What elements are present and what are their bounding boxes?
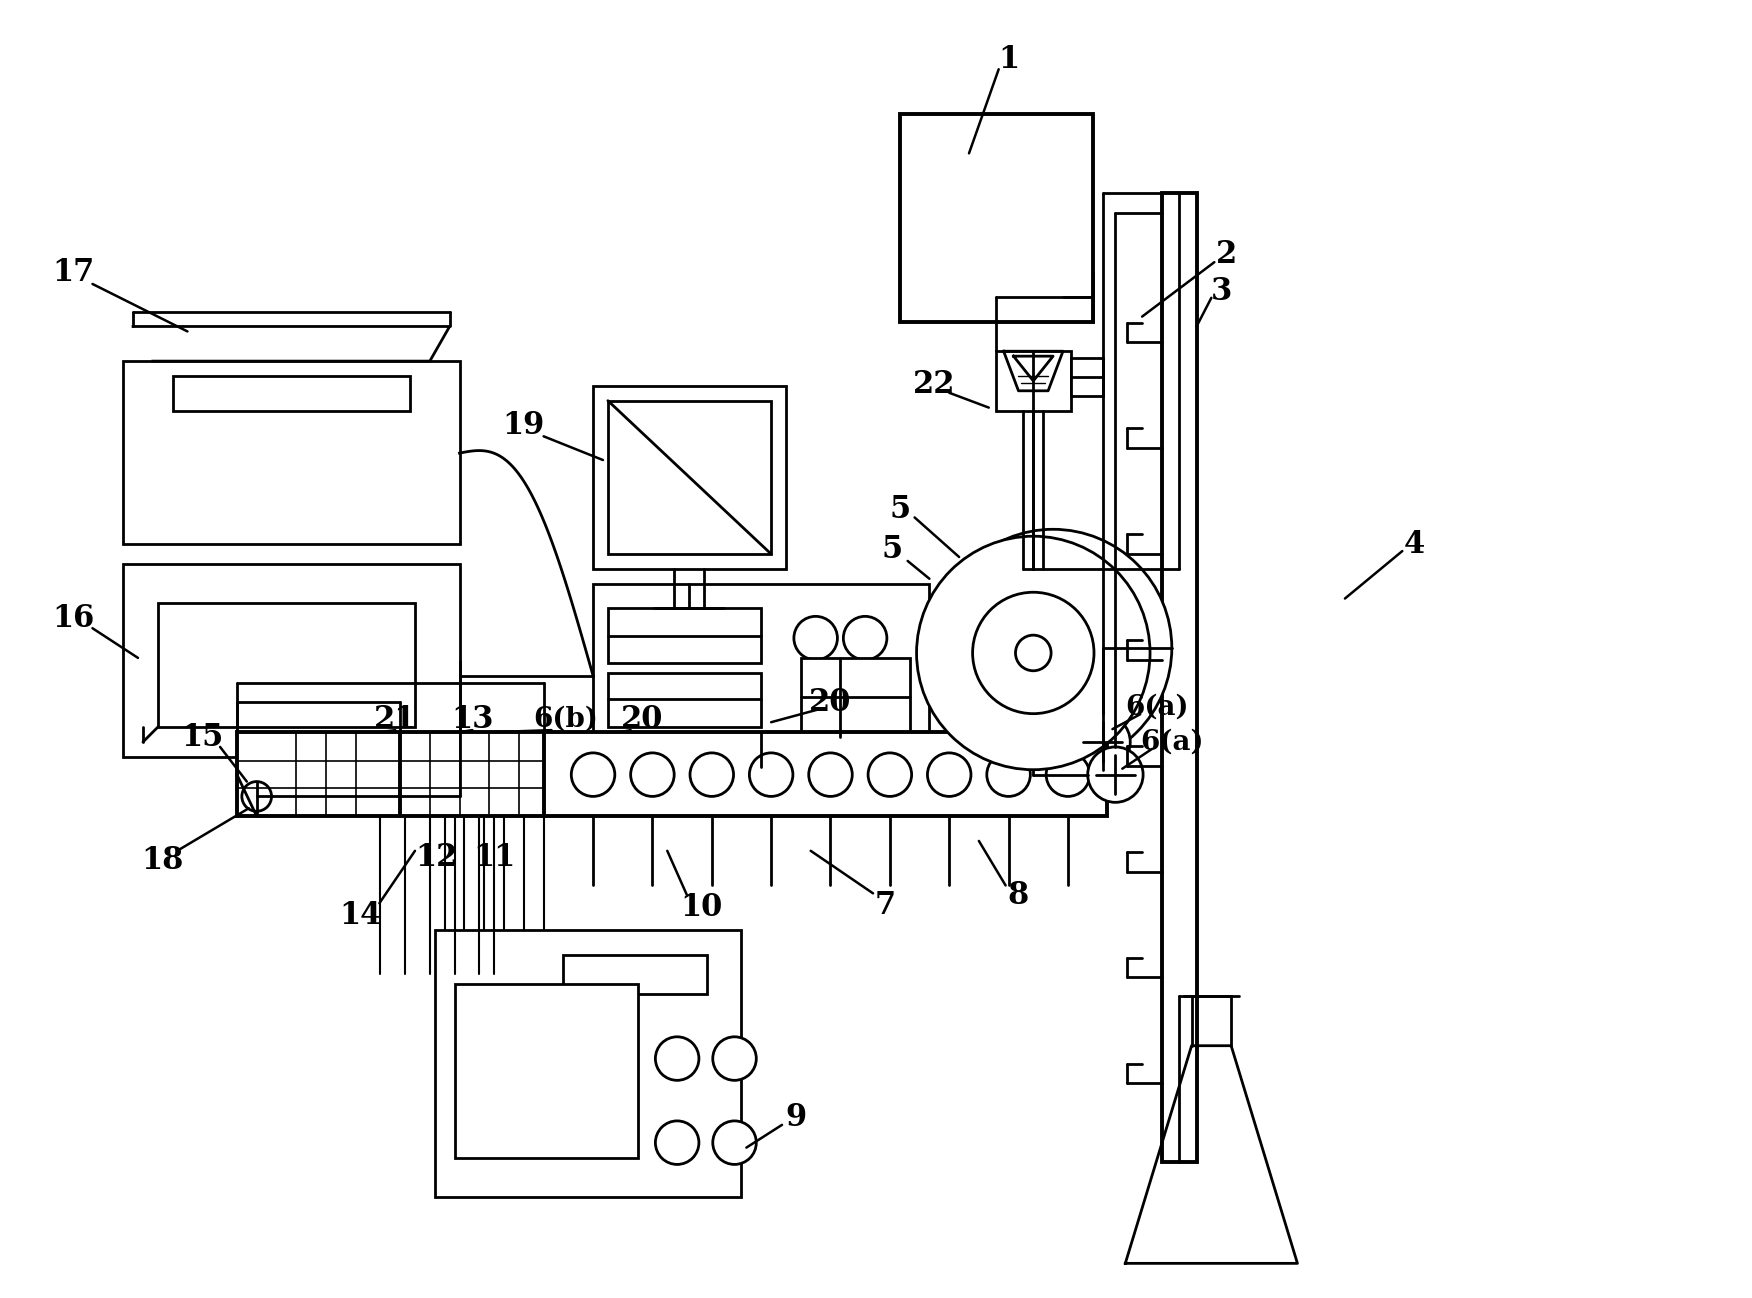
Text: 6(b): 6(b) bbox=[533, 706, 597, 733]
Text: 2: 2 bbox=[1216, 239, 1237, 270]
Bar bbox=[123, 361, 459, 544]
Bar bbox=[608, 609, 760, 663]
Text: 8: 8 bbox=[1007, 880, 1028, 911]
Circle shape bbox=[927, 753, 971, 797]
Circle shape bbox=[571, 753, 615, 797]
Text: 12: 12 bbox=[415, 842, 457, 874]
Text: 9: 9 bbox=[785, 1102, 806, 1133]
Text: 15: 15 bbox=[180, 722, 224, 753]
Text: 16: 16 bbox=[53, 602, 95, 633]
Bar bbox=[901, 114, 1093, 322]
Circle shape bbox=[809, 753, 851, 797]
Circle shape bbox=[655, 1037, 699, 1080]
Circle shape bbox=[631, 753, 675, 797]
Text: 21: 21 bbox=[373, 704, 417, 735]
Bar bbox=[608, 401, 771, 554]
Circle shape bbox=[655, 1121, 699, 1164]
Text: 7: 7 bbox=[874, 889, 895, 920]
Text: 3: 3 bbox=[1211, 276, 1232, 308]
Circle shape bbox=[794, 617, 837, 659]
Circle shape bbox=[713, 1037, 757, 1080]
Bar bbox=[564, 955, 706, 994]
Bar bbox=[237, 732, 1107, 816]
Text: 6(a): 6(a) bbox=[1141, 728, 1204, 755]
Circle shape bbox=[242, 781, 272, 811]
Bar bbox=[594, 386, 787, 569]
Text: 20: 20 bbox=[809, 687, 851, 718]
Circle shape bbox=[1016, 635, 1051, 671]
Text: 1: 1 bbox=[999, 44, 1020, 75]
Text: 11: 11 bbox=[473, 842, 515, 874]
Bar bbox=[158, 604, 415, 727]
Circle shape bbox=[988, 583, 1118, 714]
Bar bbox=[594, 584, 929, 767]
Circle shape bbox=[690, 753, 734, 797]
Bar bbox=[454, 984, 638, 1158]
Circle shape bbox=[867, 753, 911, 797]
Circle shape bbox=[1088, 746, 1142, 802]
Bar bbox=[801, 658, 909, 737]
Bar bbox=[995, 352, 1070, 410]
Bar bbox=[173, 376, 410, 410]
Text: 4: 4 bbox=[1403, 528, 1424, 559]
Circle shape bbox=[713, 1121, 757, 1164]
Circle shape bbox=[1074, 714, 1130, 770]
Bar bbox=[608, 672, 760, 727]
Circle shape bbox=[972, 592, 1093, 714]
Circle shape bbox=[1046, 753, 1090, 797]
Circle shape bbox=[934, 530, 1172, 767]
Text: 5: 5 bbox=[890, 495, 911, 524]
Text: 20: 20 bbox=[622, 704, 664, 735]
Text: 14: 14 bbox=[340, 900, 382, 931]
Text: 19: 19 bbox=[503, 410, 545, 441]
Circle shape bbox=[916, 536, 1149, 770]
Circle shape bbox=[750, 753, 794, 797]
Bar bbox=[434, 929, 741, 1197]
Text: 13: 13 bbox=[450, 704, 494, 735]
Text: 5: 5 bbox=[881, 533, 902, 565]
Bar bbox=[123, 563, 459, 757]
Text: 18: 18 bbox=[142, 845, 184, 876]
Text: 17: 17 bbox=[53, 257, 95, 288]
Bar bbox=[1162, 193, 1197, 1163]
Text: 6(a): 6(a) bbox=[1125, 694, 1188, 720]
Circle shape bbox=[986, 753, 1030, 797]
Text: 10: 10 bbox=[682, 892, 724, 923]
Circle shape bbox=[843, 617, 887, 659]
Text: 22: 22 bbox=[913, 370, 955, 400]
Bar bbox=[1070, 358, 1102, 396]
